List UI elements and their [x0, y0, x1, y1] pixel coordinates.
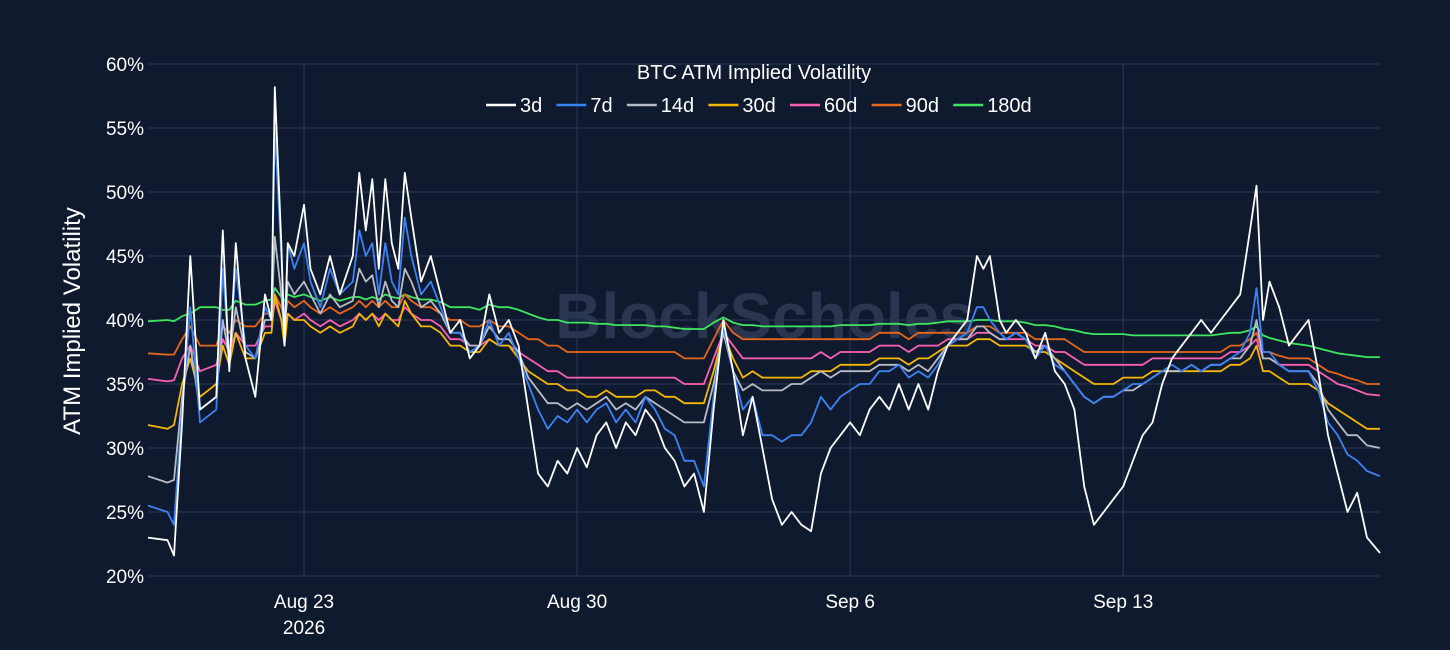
y-tick-label: 40%	[106, 311, 144, 332]
legend[interactable]: 3d 7d 14d 30d 60d 90d 180d	[486, 95, 1032, 117]
y-axis-label: ATM Implied Volatility	[59, 207, 86, 435]
legend-label: 30d	[742, 95, 775, 117]
y-tick-label: 55%	[106, 119, 144, 140]
legend-item-60d[interactable]: 60d	[790, 95, 857, 117]
watermark: BlockScholes	[555, 280, 975, 352]
y-tick-label: 35%	[106, 375, 144, 396]
y-axis-ticks: 20% 25% 30% 35% 40% 45% 50% 55% 60%	[106, 55, 144, 588]
x-axis-ticks: Aug 23 2026 Aug 30 Sep 6 Sep 13	[274, 592, 1153, 639]
y-tick-label: 25%	[106, 503, 144, 524]
legend-label: 7d	[590, 95, 612, 117]
series-line-3d	[147, 86, 1381, 557]
series-line-60d	[147, 299, 1381, 397]
y-tick-label: 60%	[106, 55, 144, 76]
legend-item-7d[interactable]: 7d	[556, 95, 613, 117]
x-tick-label: Aug 23	[274, 592, 334, 613]
series-line-90d	[147, 293, 1380, 385]
legend-label: 3d	[520, 95, 542, 117]
x-tick-sublabel: 2026	[283, 618, 325, 639]
legend-item-90d[interactable]: 90d	[871, 95, 939, 117]
series-lines	[147, 86, 1381, 557]
chart-title: BTC ATM Implied Volatility	[637, 62, 871, 84]
y-tick-label: 30%	[106, 439, 144, 460]
x-tick-label: Sep 6	[825, 592, 875, 613]
y-tick-label: 20%	[106, 567, 144, 588]
x-tick-label: Aug 30	[547, 592, 607, 613]
legend-label: 60d	[824, 95, 857, 117]
series-line-14d	[147, 235, 1381, 484]
y-tick-label: 50%	[106, 183, 144, 204]
legend-item-180d[interactable]: 180d	[953, 95, 1032, 117]
legend-item-30d[interactable]: 30d	[708, 95, 776, 117]
legend-label: 14d	[661, 95, 694, 117]
y-tick-label: 45%	[106, 247, 144, 268]
legend-item-14d[interactable]: 14d	[626, 95, 694, 117]
x-tick-label: Sep 13	[1093, 592, 1153, 613]
legend-label: 180d	[987, 95, 1031, 117]
legend-label: 90d	[906, 95, 939, 117]
legend-item-3d[interactable]: 3d	[486, 95, 542, 117]
